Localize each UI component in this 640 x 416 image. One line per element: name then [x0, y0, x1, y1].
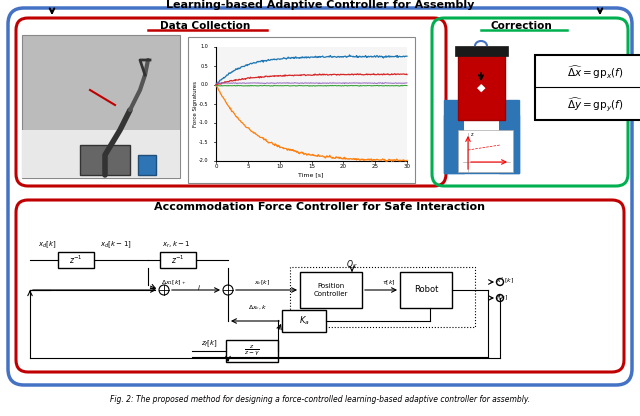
Text: 0.0: 0.0 [200, 82, 208, 87]
Text: 10: 10 [276, 164, 283, 169]
Text: $\frac{z}{z-\gamma}$: $\frac{z}{z-\gamma}$ [244, 344, 260, 358]
Text: $x_d[k]$: $x_d[k]$ [38, 240, 56, 250]
Text: Robot: Robot [414, 285, 438, 295]
Text: -0.5: -0.5 [198, 102, 208, 106]
Text: $z^{-1}$: $z^{-1}$ [171, 254, 185, 266]
Bar [458, 130, 513, 172]
Text: 30: 30 [403, 164, 410, 169]
Text: $i$: $i$ [197, 282, 201, 292]
Text: $\Delta x_c, k$: $\Delta x_c, k$ [248, 304, 268, 312]
Bar [22, 35, 180, 178]
Text: $x^*[k]$: $x^*[k]$ [496, 275, 514, 285]
Bar [400, 272, 452, 308]
Text: $Q_K$: $Q_K$ [346, 259, 358, 271]
Bar [160, 252, 196, 268]
Bar [22, 130, 180, 178]
Text: $\widehat{\Delta y} = \mathrm{gp}_y(f)$: $\widehat{\Delta y} = \mathrm{gp}_y(f)$ [566, 95, 623, 113]
Text: Accommodation Force Controller for Safe Interaction: Accommodation Force Controller for Safe … [154, 202, 486, 212]
Bar [535, 55, 640, 120]
Text: $z^{-1}$: $z^{-1}$ [69, 254, 83, 266]
Text: Correction: Correction [490, 21, 552, 31]
Text: 15: 15 [308, 164, 315, 169]
Circle shape [497, 278, 504, 285]
Text: -1.5: -1.5 [198, 139, 208, 144]
Text: 25: 25 [372, 164, 379, 169]
Text: $x_r, k-1$: $x_r, k-1$ [162, 240, 190, 250]
Text: Data Collection: Data Collection [160, 21, 250, 31]
Bar [80, 145, 130, 175]
Bar [444, 100, 464, 173]
Text: ◆: ◆ [477, 83, 485, 93]
Circle shape [159, 285, 169, 295]
Bar [499, 100, 519, 173]
Bar [444, 115, 519, 173]
Text: z: z [470, 133, 474, 138]
Text: Force Signatures: Force Signatures [193, 81, 198, 127]
Text: $\tau[k]$: $\tau[k]$ [382, 279, 396, 287]
Text: $z_f[k]$: $z_f[k]$ [201, 339, 218, 349]
Text: $K_a$: $K_a$ [299, 315, 309, 327]
Text: 5: 5 [246, 164, 250, 169]
Text: Fig. 2: The proposed method for designing a force-controlled learning-based adap: Fig. 2: The proposed method for designin… [110, 396, 530, 404]
Circle shape [497, 295, 504, 302]
Text: $\Delta x_1[k]_+$: $\Delta x_1[k]_+$ [161, 279, 187, 287]
Circle shape [223, 285, 233, 295]
Text: $\widehat{\Delta x} = \mathrm{gp}_x(f)$: $\widehat{\Delta x} = \mathrm{gp}_x(f)$ [566, 63, 623, 81]
Bar [300, 272, 362, 308]
Text: $x_c[k]$: $x_c[k]$ [254, 279, 270, 287]
Text: $f[k]$: $f[k]$ [496, 294, 508, 302]
Bar [226, 340, 278, 362]
Text: Time [s]: Time [s] [298, 173, 324, 178]
Bar [282, 310, 326, 332]
Text: -1.0: -1.0 [198, 121, 208, 126]
Text: $x_d[k-1]$: $x_d[k-1]$ [100, 240, 132, 250]
Bar [290, 267, 475, 327]
Text: 1.0: 1.0 [200, 45, 208, 50]
Bar [138, 155, 156, 175]
Bar [188, 37, 415, 183]
Bar [58, 252, 94, 268]
Text: 0.5: 0.5 [200, 64, 208, 69]
Text: -2.0: -2.0 [198, 158, 208, 163]
Text: 0: 0 [214, 164, 218, 169]
Bar [458, 50, 505, 120]
Bar [464, 115, 499, 155]
Text: 20: 20 [340, 164, 347, 169]
Bar [216, 47, 407, 161]
Text: Learning-based Adaptive Controller for Assembly: Learning-based Adaptive Controller for A… [166, 0, 474, 10]
Bar [455, 46, 508, 56]
Text: Position
Controller: Position Controller [314, 283, 348, 297]
